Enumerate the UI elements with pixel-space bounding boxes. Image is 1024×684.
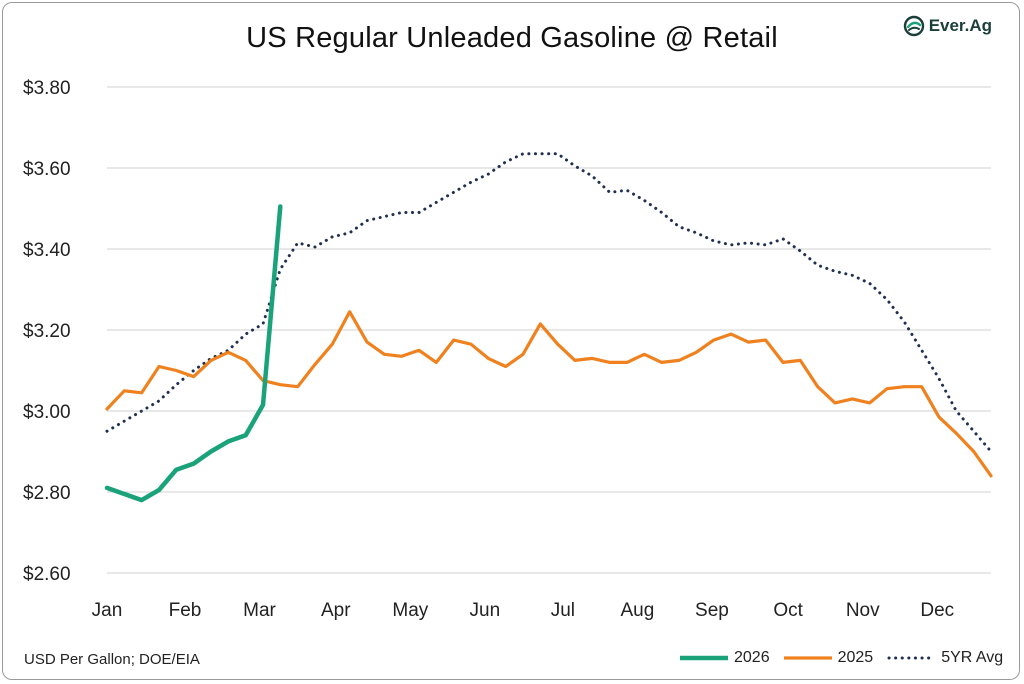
x-tick-label: Aug xyxy=(620,600,654,621)
gridlines xyxy=(107,86,991,574)
legend-item-2025: 2025 xyxy=(783,649,874,667)
legend-label-2026: 2026 xyxy=(734,649,770,666)
x-tick-label: Jun xyxy=(470,600,501,621)
y-tick-label: $2.80 xyxy=(23,483,71,504)
x-tick-label: Jan xyxy=(92,600,123,621)
legend-label-5yr-avg: 5YR Avg xyxy=(941,649,1004,666)
x-tick-label: Mar xyxy=(243,600,276,621)
legend-item-2026: 2026 xyxy=(680,649,770,667)
legend-swatch-2025 xyxy=(783,656,832,660)
y-tick-label: $3.40 xyxy=(23,240,71,261)
legend-item-5yr-avg: 5YR Avg xyxy=(887,649,1003,667)
legend-swatch-5yr-avg xyxy=(887,656,936,660)
series-line-5yr-avg xyxy=(105,152,993,453)
x-axis: Jan Feb Mar Apr May Jun Jul Aug Sep Oct Nov Dec xyxy=(92,600,954,621)
chart-title: US Regular Unleaded Gasoline @ Retail xyxy=(246,22,778,54)
x-tick-label: Apr xyxy=(321,600,351,621)
everag-logo: Ever.Ag xyxy=(903,15,992,37)
everag-logo-icon xyxy=(903,15,924,37)
y-tick-label: $3.20 xyxy=(23,321,71,342)
series-line-2026 xyxy=(104,204,283,503)
legend-label-2025: 2025 xyxy=(837,649,874,666)
y-tick-label: $3.00 xyxy=(23,402,71,423)
y-axis: $2.60 $2.80 $3.00 $3.20 $3.40 $3.60 $3.80 xyxy=(23,78,71,585)
y-tick-label: $3.60 xyxy=(23,159,71,180)
x-tick-label: May xyxy=(392,600,428,621)
series-line-2025 xyxy=(105,310,993,478)
x-tick-label: Nov xyxy=(846,600,880,621)
x-tick-label: Feb xyxy=(169,600,202,621)
everag-logo-text: Ever.Ag xyxy=(928,16,992,35)
legend-swatch-2026 xyxy=(680,655,728,661)
x-tick-label: Oct xyxy=(773,600,803,621)
x-tick-label: Dec xyxy=(920,600,954,621)
x-tick-label: Sep xyxy=(695,600,729,621)
y-tick-label: $2.60 xyxy=(23,564,71,585)
source-note: USD Per Gallon; DOE/EIA xyxy=(24,651,200,668)
chart-legend: 2026 2025 5YR Avg xyxy=(680,649,1003,667)
x-tick-label: Jul xyxy=(551,600,575,621)
y-tick-label: $3.80 xyxy=(23,78,71,99)
